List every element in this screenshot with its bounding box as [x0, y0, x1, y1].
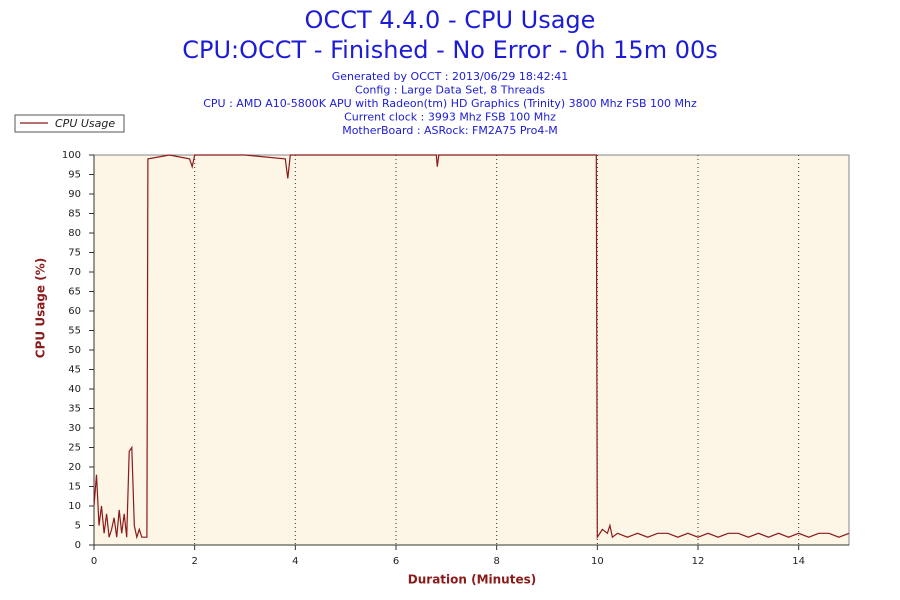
y-tick-label: 70: [68, 267, 81, 278]
y-tick-label: 45: [68, 365, 81, 376]
plot-area: [93, 154, 850, 546]
y-tick-label: 75: [68, 248, 81, 259]
y-tick-label: 95: [68, 170, 81, 181]
y-axis-label: CPU Usage (%): [34, 258, 48, 358]
y-tick-label: 55: [68, 326, 81, 337]
data-line: [93, 154, 850, 540]
legend-label: CPU Usage: [55, 117, 115, 130]
x-tick-label: 12: [692, 556, 705, 567]
x-tick-label: 6: [393, 556, 399, 567]
y-tick-label: 65: [68, 287, 81, 298]
y-tick-label: 0: [75, 540, 81, 551]
info-line: Config : Large Data Set, 8 Threads: [355, 84, 545, 97]
info-line: MotherBoard : ASRock: FM2A75 Pro4-M: [342, 124, 558, 137]
legend: [14, 114, 125, 133]
info-line: CPU : AMD A10-5800K APU with Radeon(tm) …: [203, 97, 697, 110]
y-tick-label: 30: [68, 423, 81, 434]
chart-title: OCCT 4.4.0 - CPU Usage: [305, 6, 596, 34]
y-tick-label: 85: [68, 209, 81, 220]
x-tick-label: 14: [792, 556, 805, 567]
y-tick-label: 20: [68, 462, 81, 473]
x-tick-label: 8: [493, 556, 499, 567]
info-line: Current clock : 3993 Mhz FSB 100 Mhz: [344, 111, 556, 124]
y-tick-label: 25: [68, 443, 81, 454]
y-tick-label: 90: [68, 189, 81, 200]
x-axis-label: Duration (Minutes): [408, 573, 536, 587]
y-tick-label: 40: [68, 384, 81, 395]
info-line: Generated by OCCT : 2013/06/29 18:42:41: [332, 70, 569, 83]
y-tick-label: 35: [68, 404, 81, 415]
x-tick-label: 2: [191, 556, 197, 567]
y-tick-label: 60: [68, 306, 81, 317]
y-tick-label: 5: [75, 521, 81, 532]
y-tick-label: 10: [68, 501, 81, 512]
x-tick-label: 10: [591, 556, 604, 567]
x-tick-label: 0: [91, 556, 97, 567]
y-tick-label: 50: [68, 345, 81, 356]
y-tick-label: 80: [68, 228, 81, 239]
y-tick-label: 100: [62, 150, 81, 161]
y-tick-label: 15: [68, 482, 81, 493]
x-tick-label: 4: [292, 556, 298, 567]
chart-subtitle: CPU:OCCT - Finished - No Error - 0h 15m …: [182, 36, 718, 64]
